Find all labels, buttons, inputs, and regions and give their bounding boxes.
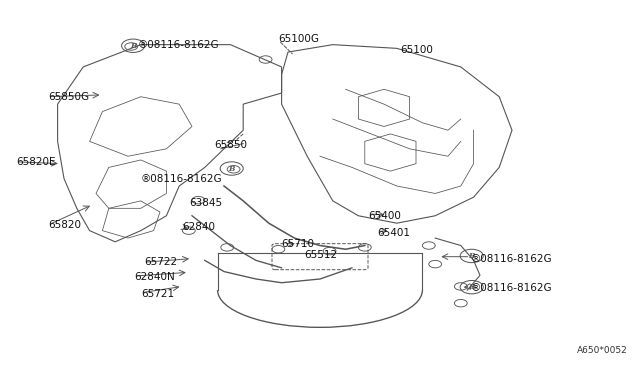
Text: A650*0052: A650*0052 xyxy=(577,346,627,355)
Text: 65100: 65100 xyxy=(400,45,433,55)
Text: ®08116-8162G: ®08116-8162G xyxy=(141,174,223,183)
Text: 63845: 63845 xyxy=(189,198,222,208)
Text: 65401: 65401 xyxy=(378,228,411,237)
Text: 65722: 65722 xyxy=(144,257,177,267)
Text: B: B xyxy=(228,164,235,173)
Text: ®08116-8162G: ®08116-8162G xyxy=(470,254,552,263)
Text: 65721: 65721 xyxy=(141,289,174,299)
Text: 62840N: 62840N xyxy=(134,272,175,282)
Text: ®08116-8162G: ®08116-8162G xyxy=(470,283,552,293)
Text: B: B xyxy=(130,42,136,50)
Text: 65512: 65512 xyxy=(304,250,337,260)
Text: B: B xyxy=(468,252,475,260)
Text: 65820E: 65820E xyxy=(16,157,56,167)
Text: 65850G: 65850G xyxy=(48,92,89,102)
Text: 62840: 62840 xyxy=(182,222,216,232)
Text: 65100G: 65100G xyxy=(278,34,319,44)
Text: 65400: 65400 xyxy=(368,211,401,221)
Text: B: B xyxy=(468,283,475,291)
Text: 65850: 65850 xyxy=(214,140,248,150)
Text: ®08116-8162G: ®08116-8162G xyxy=(138,40,220,49)
Text: 65820: 65820 xyxy=(48,220,81,230)
Text: 65710: 65710 xyxy=(282,239,315,248)
